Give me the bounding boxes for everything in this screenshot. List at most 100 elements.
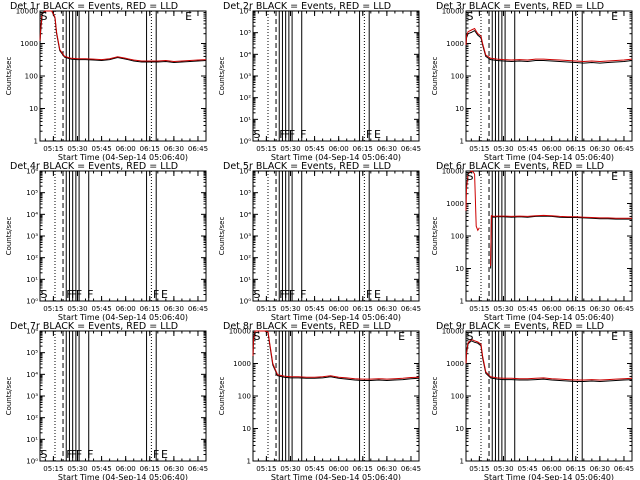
lld-series-line bbox=[490, 214, 632, 266]
x-tick-label: 05:30 bbox=[280, 145, 300, 153]
y-tick-label: 10¹ bbox=[239, 116, 251, 124]
marker-F: F bbox=[366, 288, 372, 301]
x-tick-label: 06:45 bbox=[188, 465, 208, 473]
x-tick-label: 06:45 bbox=[614, 145, 634, 153]
marker-F: F bbox=[366, 128, 372, 141]
marker-F: F bbox=[87, 288, 93, 301]
plot-frame bbox=[252, 170, 420, 302]
events-series-line bbox=[465, 29, 633, 64]
y-tick-label: 100 bbox=[25, 73, 38, 81]
x-tick-label: 05:15 bbox=[43, 145, 63, 153]
plot-frame bbox=[465, 10, 633, 142]
y-tick-label: 10² bbox=[239, 254, 251, 262]
y-tick-label: 10⁰ bbox=[239, 298, 251, 306]
x-tick-label: 06:30 bbox=[377, 465, 397, 473]
y-tick-label: 1000 bbox=[446, 360, 464, 368]
x-tick-label: 06:30 bbox=[164, 145, 184, 153]
y-tick-label: 1000 bbox=[446, 200, 464, 208]
y-tick-label: 100 bbox=[238, 393, 251, 401]
x-tick-label: 05:15 bbox=[469, 465, 489, 473]
x-tick-label: 06:30 bbox=[590, 145, 610, 153]
y-tick-label: 10⁵ bbox=[239, 189, 251, 197]
marker-S: S bbox=[254, 288, 261, 301]
x-tick-label: 05:30 bbox=[67, 145, 87, 153]
lld-series-line bbox=[465, 27, 633, 63]
marker-F: F bbox=[289, 128, 295, 141]
x-tick-label: 06:00 bbox=[329, 305, 349, 313]
x-axis-label: Start Time (04-Sep-14 05:06:40) bbox=[58, 153, 188, 162]
chart-title: Det 7r BLACK = Events, RED = LLD bbox=[10, 321, 178, 332]
events-series-line bbox=[39, 10, 207, 64]
marker-F: F bbox=[76, 288, 82, 301]
plot-frame bbox=[252, 10, 420, 142]
x-tick-label: 05:45 bbox=[91, 145, 111, 153]
marker-F: F bbox=[66, 448, 72, 461]
y-axis-label: Counts/sec bbox=[5, 57, 13, 96]
x-tick-label: 06:30 bbox=[377, 145, 397, 153]
x-tick-label: 05:30 bbox=[493, 145, 513, 153]
y-tick-label: 10⁶ bbox=[26, 168, 38, 176]
y-tick-label: 1000 bbox=[233, 360, 251, 368]
x-tick-label: 05:30 bbox=[67, 305, 87, 313]
x-tick-label: 06:00 bbox=[542, 465, 562, 473]
x-tick-label: 06:00 bbox=[116, 145, 136, 153]
marker-F: F bbox=[300, 128, 306, 141]
y-tick-label: 10³ bbox=[26, 393, 38, 401]
x-tick-label: 05:30 bbox=[280, 465, 300, 473]
x-tick-label: 05:15 bbox=[43, 305, 63, 313]
x-tick-label: 05:45 bbox=[304, 145, 324, 153]
marker-F: F bbox=[279, 288, 285, 301]
marker-S: S bbox=[254, 128, 261, 141]
marker-S: S bbox=[467, 170, 474, 183]
y-tick-label: 10¹ bbox=[26, 276, 38, 284]
x-tick-label: 05:15 bbox=[469, 305, 489, 313]
x-tick-label: 05:45 bbox=[517, 465, 537, 473]
marker-S: S bbox=[41, 448, 48, 461]
y-tick-label: 10⁶ bbox=[26, 328, 38, 336]
x-tick-label: 06:15 bbox=[140, 145, 160, 153]
x-tick-label: 05:45 bbox=[304, 465, 324, 473]
chart-panel-6: Det 6r BLACK = Events, RED = LLD 1 10 100 10… bbox=[431, 161, 634, 322]
chart-panel-4: Det 4r BLACK = Events, RED = LLD 10⁰ 10¹ 10… bbox=[5, 161, 208, 322]
marker-E: E bbox=[374, 288, 381, 301]
y-tick-label: 1000 bbox=[20, 40, 38, 48]
chart-title: Det 3r BLACK = Events, RED = LLD bbox=[436, 1, 604, 12]
x-tick-label: 06:00 bbox=[329, 145, 349, 153]
x-tick-label: 05:15 bbox=[256, 465, 276, 473]
y-tick-label: 1 bbox=[460, 298, 464, 306]
x-axis-label: Start Time (04-Sep-14 05:06:40) bbox=[484, 473, 614, 480]
x-tick-label: 06:15 bbox=[140, 465, 160, 473]
y-axis-label: Counts/sec bbox=[218, 377, 226, 416]
x-tick-label: 06:45 bbox=[401, 305, 421, 313]
x-tick-label: 05:30 bbox=[493, 465, 513, 473]
y-tick-label: 10² bbox=[26, 414, 38, 422]
y-tick-label: 10³ bbox=[239, 233, 251, 241]
marker-F: F bbox=[279, 128, 285, 141]
x-tick-label: 06:15 bbox=[353, 465, 373, 473]
marker-E: E bbox=[374, 128, 381, 141]
x-tick-label: 06:00 bbox=[542, 145, 562, 153]
x-tick-label: 05:15 bbox=[256, 305, 276, 313]
x-tick-label: 05:45 bbox=[517, 305, 537, 313]
x-tick-label: 06:15 bbox=[140, 305, 160, 313]
y-tick-label: 10000 bbox=[442, 8, 464, 16]
plot-frame bbox=[39, 170, 207, 302]
marker-F: F bbox=[71, 288, 77, 301]
chart-title: Det 1r BLACK = Events, RED = LLD bbox=[10, 1, 178, 12]
y-tick-label: 10⁴ bbox=[26, 211, 38, 219]
x-tick-label: 05:15 bbox=[43, 465, 63, 473]
marker-F: F bbox=[87, 448, 93, 461]
chart-title: Det 9r BLACK = Events, RED = LLD bbox=[436, 321, 604, 332]
x-tick-label: 05:30 bbox=[493, 305, 513, 313]
plot-frame bbox=[465, 330, 633, 462]
plot-frame bbox=[39, 330, 207, 462]
chart-panel-5: Det 5r BLACK = Events, RED = LLD 10⁰ 10¹ 10… bbox=[218, 161, 421, 322]
x-axis-label: Start Time (04-Sep-14 05:06:40) bbox=[58, 473, 188, 480]
chart-panel-3: Det 3r BLACK = Events, RED = LLD 1 10 100 10… bbox=[431, 1, 634, 162]
y-tick-label: 100 bbox=[451, 233, 464, 241]
marker-F: F bbox=[153, 288, 159, 301]
marker-E: E bbox=[611, 330, 618, 343]
lld-series-line bbox=[252, 330, 420, 380]
y-axis-label: Counts/sec bbox=[431, 217, 439, 256]
y-tick-label: 10¹ bbox=[26, 436, 38, 444]
